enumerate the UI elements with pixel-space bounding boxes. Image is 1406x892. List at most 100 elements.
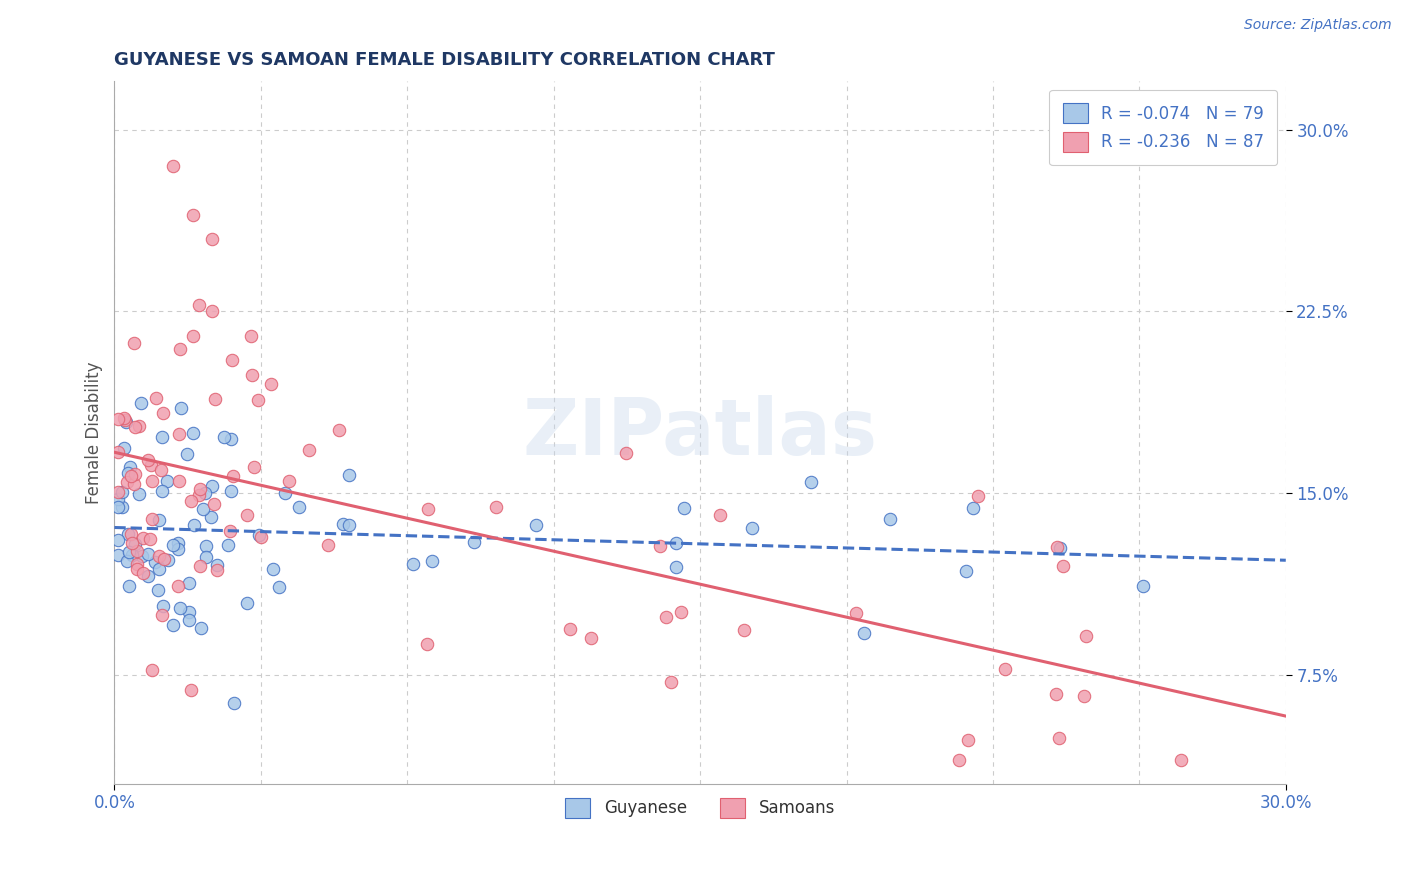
Point xyxy=(288,500,311,515)
Point xyxy=(132,531,155,545)
Point xyxy=(1076,629,1098,643)
Point xyxy=(156,553,179,567)
Point xyxy=(107,500,129,515)
Point xyxy=(1046,540,1069,554)
Point xyxy=(217,538,239,552)
Point xyxy=(201,304,224,318)
Point xyxy=(136,453,159,467)
Point xyxy=(128,487,150,501)
Point xyxy=(202,497,225,511)
Point xyxy=(654,610,676,624)
Point xyxy=(193,502,215,516)
Point xyxy=(194,486,217,500)
Point xyxy=(162,159,184,173)
Point xyxy=(328,423,350,437)
Point xyxy=(221,352,243,367)
Point xyxy=(162,538,184,552)
Point xyxy=(167,536,190,550)
Point xyxy=(236,596,259,610)
Point xyxy=(148,513,170,527)
Point xyxy=(318,538,340,552)
Point xyxy=(297,443,319,458)
Point xyxy=(118,545,141,559)
Point xyxy=(112,441,135,455)
Point xyxy=(190,482,212,496)
Point xyxy=(800,475,823,489)
Point xyxy=(262,562,284,576)
Point xyxy=(879,512,901,526)
Point xyxy=(148,562,170,576)
Point xyxy=(138,533,160,547)
Point xyxy=(337,518,360,533)
Point xyxy=(416,501,439,516)
Point xyxy=(558,622,581,636)
Point xyxy=(122,476,145,491)
Point xyxy=(120,527,142,541)
Point xyxy=(1047,731,1070,745)
Point xyxy=(219,432,242,446)
Point xyxy=(139,458,162,472)
Point xyxy=(183,517,205,532)
Point xyxy=(243,459,266,474)
Point xyxy=(1045,687,1067,701)
Point xyxy=(152,406,174,420)
Point xyxy=(115,415,138,429)
Point xyxy=(141,663,163,677)
Point xyxy=(114,413,136,427)
Point xyxy=(665,559,688,574)
Point xyxy=(141,474,163,488)
Point xyxy=(125,544,148,558)
Point xyxy=(120,460,142,475)
Point xyxy=(112,411,135,425)
Point xyxy=(665,536,688,550)
Point xyxy=(240,368,263,382)
Point xyxy=(107,445,129,459)
Point xyxy=(150,607,173,622)
Text: ZIPatlas: ZIPatlas xyxy=(523,394,877,471)
Point xyxy=(167,474,190,488)
Point xyxy=(845,606,868,620)
Point xyxy=(169,600,191,615)
Point xyxy=(107,412,129,426)
Point xyxy=(166,579,188,593)
Point xyxy=(200,509,222,524)
Point xyxy=(146,583,169,598)
Point xyxy=(214,430,236,444)
Point xyxy=(273,486,295,500)
Point xyxy=(177,575,200,590)
Point xyxy=(1170,752,1192,766)
Point xyxy=(267,580,290,594)
Point xyxy=(125,558,148,572)
Point xyxy=(994,662,1017,676)
Y-axis label: Female Disability: Female Disability xyxy=(86,361,103,504)
Point xyxy=(852,626,875,640)
Point xyxy=(141,512,163,526)
Point xyxy=(277,474,299,488)
Point xyxy=(180,683,202,698)
Point xyxy=(117,527,139,541)
Point xyxy=(156,474,179,488)
Point xyxy=(110,485,132,500)
Point xyxy=(955,565,977,579)
Point xyxy=(153,552,176,566)
Point xyxy=(118,579,141,593)
Point xyxy=(402,557,425,571)
Point xyxy=(150,430,173,444)
Point xyxy=(420,554,443,568)
Point xyxy=(188,559,211,574)
Text: GUYANESE VS SAMOAN FEMALE DISABILITY CORRELATION CHART: GUYANESE VS SAMOAN FEMALE DISABILITY COR… xyxy=(114,51,775,69)
Point xyxy=(122,335,145,350)
Point xyxy=(259,377,281,392)
Point xyxy=(190,621,212,635)
Point xyxy=(117,466,139,480)
Point xyxy=(136,547,159,561)
Point xyxy=(962,500,984,515)
Point xyxy=(246,392,269,407)
Point xyxy=(148,549,170,564)
Point xyxy=(733,624,755,638)
Point xyxy=(121,548,143,562)
Point xyxy=(179,613,201,627)
Point xyxy=(337,467,360,482)
Point xyxy=(1073,690,1095,704)
Point xyxy=(138,569,160,583)
